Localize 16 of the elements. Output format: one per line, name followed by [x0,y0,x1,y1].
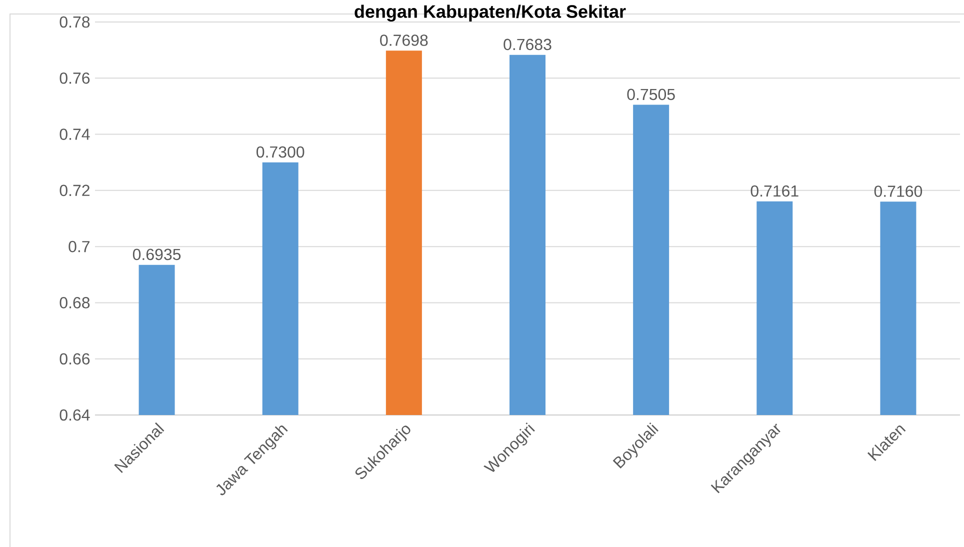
y-tick-label: 0.76 [60,72,90,84]
y-tick-label: 0.64 [60,409,90,421]
data-label: 0.7505 [627,88,675,100]
y-tick-label: 0.66 [60,353,90,365]
data-label: 0.6935 [132,248,181,260]
chart-title: dengan Kabupaten/Kota Sekitar [354,4,626,22]
y-tick-label: 0.74 [60,128,90,140]
data-label: 0.7683 [504,38,552,50]
y-tick-label: 0.78 [60,16,90,28]
y-tick-label: 0.7 [68,240,90,252]
data-label: 0.7300 [256,146,304,158]
data-label: 0.7698 [380,34,428,46]
data-label: 0.7161 [750,185,798,197]
y-tick-label: 0.72 [60,184,90,196]
y-tick-label: 0.68 [60,297,90,308]
data-label: 0.7160 [874,186,922,197]
